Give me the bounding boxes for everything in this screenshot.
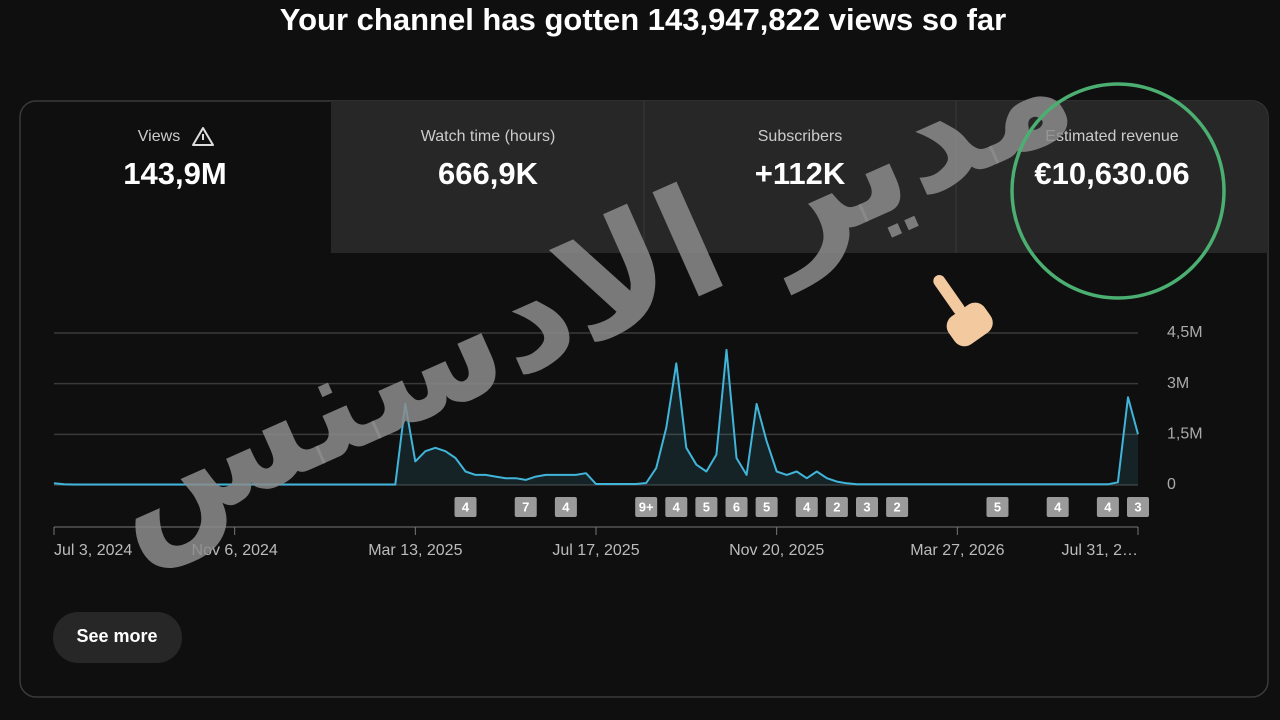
warning-triangle (192, 127, 214, 146)
chart: 0 1,5M 3M 4,5M Jul 3, 2024 Nov 6, 2024 Mar 13,… (53, 324, 1203, 559)
x-tick-label: Jul 3, 2024 (54, 542, 132, 559)
video-marker-label: 4 (1104, 499, 1112, 514)
y-tick-label: 3M (1167, 375, 1189, 392)
metric-label: Views (138, 128, 180, 145)
highlight-circle (1010, 82, 1226, 300)
video-marker-label: 4 (562, 499, 570, 514)
video-marker-label: 4 (1054, 499, 1062, 514)
hand-finger (933, 275, 965, 315)
metric-tabs (331, 101, 1268, 253)
video-marker-label: 6 (733, 499, 740, 514)
metrics: Views 143,9M Watch time (hours) 666,9K Subsc… (123, 128, 1189, 191)
x-tick-label: Nov 20, 2025 (729, 542, 824, 559)
metric-value: 143,9M (123, 156, 226, 191)
video-marker (1096, 497, 1119, 517)
video-marker (665, 497, 688, 517)
y-tick-label: 0 (1167, 476, 1176, 493)
pointing-hand (933, 275, 993, 347)
video-marker (856, 497, 878, 517)
y-tick-label: 4,5M (1167, 324, 1203, 341)
video-marker (1127, 497, 1149, 517)
metric-value: €10,630.06 (1034, 156, 1189, 191)
video-marker-label: 2 (833, 499, 840, 514)
video-marker-label: 7 (522, 499, 529, 514)
video-marker (635, 497, 658, 517)
x-tick-label: Jul 17, 2025 (552, 542, 639, 559)
metric-label: Subscribers (758, 128, 842, 145)
views-line (53, 348, 1139, 486)
video-marker (454, 497, 477, 517)
video-marker-label: 5 (703, 499, 710, 514)
see-more-button[interactable] (53, 612, 182, 663)
video-marker (755, 497, 778, 517)
video-marker (554, 497, 577, 517)
x-tick-label: Mar 27, 2026 (910, 542, 1004, 559)
video-marker-label: 4 (462, 499, 470, 514)
metric-value: 666,9K (438, 156, 539, 191)
see-more-label[interactable]: See more (76, 626, 157, 646)
warning-icon (192, 127, 214, 146)
video-marker (986, 497, 1009, 517)
metric-label: Estimated revenue (1045, 128, 1179, 145)
metric-value: +112K (755, 156, 846, 191)
video-marker-label: 2 (893, 499, 900, 514)
video-marker (725, 497, 748, 517)
page-title: Your channel has gotten 143,947,822 view… (280, 2, 1007, 37)
video-marker-label: 3 (1134, 499, 1141, 514)
metric-label: Watch time (hours) (421, 128, 556, 145)
x-tick-label: Mar 13, 2025 (368, 542, 462, 559)
video-marker-label: 4 (803, 499, 811, 514)
tab-background (331, 101, 1268, 253)
y-tick-label: 1,5M (1167, 426, 1203, 443)
video-marker-label: 5 (994, 499, 1001, 514)
video-marker (1046, 497, 1069, 517)
video-marker (886, 497, 909, 517)
video-marker-label: 5 (763, 499, 770, 514)
video-marker-label: 9+ (639, 499, 654, 514)
video-marker-label: 3 (863, 499, 870, 514)
video-marker (695, 497, 718, 517)
video-marker (795, 497, 818, 517)
x-tick-label: Jul 31, 2… (1062, 542, 1138, 559)
x-tick-label: Nov 6, 2024 (192, 542, 278, 559)
video-marker-label: 4 (673, 499, 681, 514)
video-marker (514, 497, 537, 517)
video-marker (825, 497, 848, 517)
